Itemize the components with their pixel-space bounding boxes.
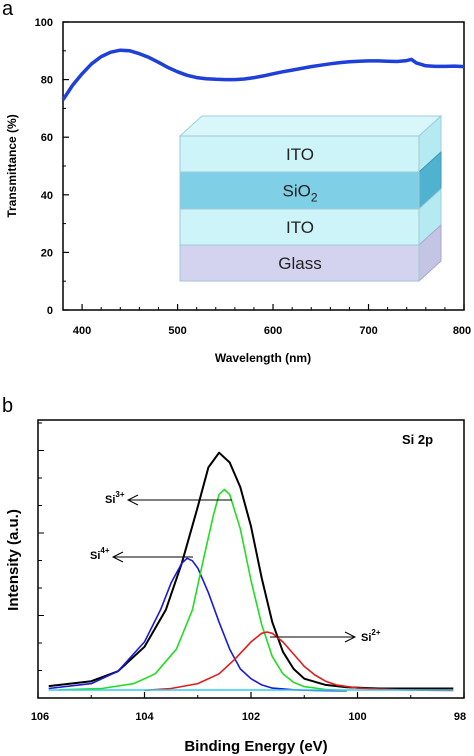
panel-a-series <box>61 48 465 101</box>
panel-a-y-tick-label: 60 <box>41 132 53 144</box>
si3-component-curve <box>59 488 347 692</box>
panel-a-y-axis: 0 20 40 60 80 100 <box>35 17 69 317</box>
panel-b-x-axis: 106 104 102 100 98 <box>31 692 466 723</box>
inset-top-face <box>178 115 443 137</box>
peak-arrow-head <box>126 494 139 506</box>
transmittance-curve <box>61 48 465 101</box>
panel-b-series <box>48 451 454 692</box>
peak-label: Si2+ <box>361 628 381 644</box>
peak-arrow-head <box>111 551 124 563</box>
panel-a-x-tick-label: 500 <box>168 325 186 337</box>
panel-b-x-tick-label: 100 <box>348 711 366 723</box>
panel-b-x-tick-label: 104 <box>135 711 154 723</box>
panel-b-letter: b <box>2 395 13 417</box>
panel-b-y-axis-title: Intensity (a.u.) <box>5 509 22 611</box>
panel-a-y-tick-label: 40 <box>41 190 53 202</box>
layer-stack-inset: ITO SiO2 ITO Glass <box>178 114 443 283</box>
peak-label: Si4+ <box>90 546 110 562</box>
si4-component-curve <box>48 557 347 692</box>
inset-layer-1 <box>179 135 420 173</box>
panel-b-annotation-si2p: Si 2p <box>402 432 433 447</box>
panel-a-y-axis-title: Transmittance (%) <box>5 114 19 217</box>
inset-layer-label: ITO <box>286 145 314 164</box>
panel-a-y-tick-label: 80 <box>41 75 53 87</box>
panel-a-y-tick-label: 100 <box>35 17 53 29</box>
panel-a-y-tick-label: 0 <box>47 305 53 317</box>
si2-component-curve <box>144 631 454 692</box>
panel-a-x-axis-title: Wavelength (nm) <box>215 351 311 365</box>
inset-layer-label: Glass <box>278 254 321 273</box>
panel-b-plot-frame <box>37 419 465 699</box>
panel-b-y-axis <box>38 422 44 699</box>
panel-a-x-tick-label: 600 <box>264 325 282 337</box>
panel-a-y-tick-label: 20 <box>41 247 53 259</box>
inset-layer-label: ITO <box>286 218 314 237</box>
panel-b-x-tick-label: 106 <box>31 711 49 723</box>
panel-b-x-axis-title: Binding Energy (eV) <box>184 738 327 755</box>
envelope-curve <box>48 451 454 690</box>
inset-layer-label: SiO2 <box>282 182 317 205</box>
panel-a-chart: 0 20 40 60 80 100 400 500 600 700 800 Wavelength … <box>5 17 471 365</box>
panel-b-x-tick-label: 98 <box>454 711 466 723</box>
panel-a-x-tick-label: 800 <box>453 325 471 337</box>
panel-b-peak-labels: Si3+ Si4+ Si2+ <box>90 490 381 644</box>
panel-a-x-axis: 400 500 600 700 800 <box>73 304 471 337</box>
inset-layer-4 <box>179 244 420 282</box>
inset-layer-2 <box>179 171 420 210</box>
panel-b-x-tick-label: 102 <box>242 711 260 723</box>
panel-a-x-tick-label: 700 <box>359 325 377 337</box>
panel-a-letter: a <box>2 0 14 20</box>
panel-a-x-tick-label: 400 <box>73 325 91 337</box>
panel-b-chart: 106 104 102 100 98 Binding Energy (eV) Inten… <box>5 419 466 755</box>
peak-label: Si3+ <box>105 490 125 506</box>
peak-arrow-head <box>344 631 357 643</box>
